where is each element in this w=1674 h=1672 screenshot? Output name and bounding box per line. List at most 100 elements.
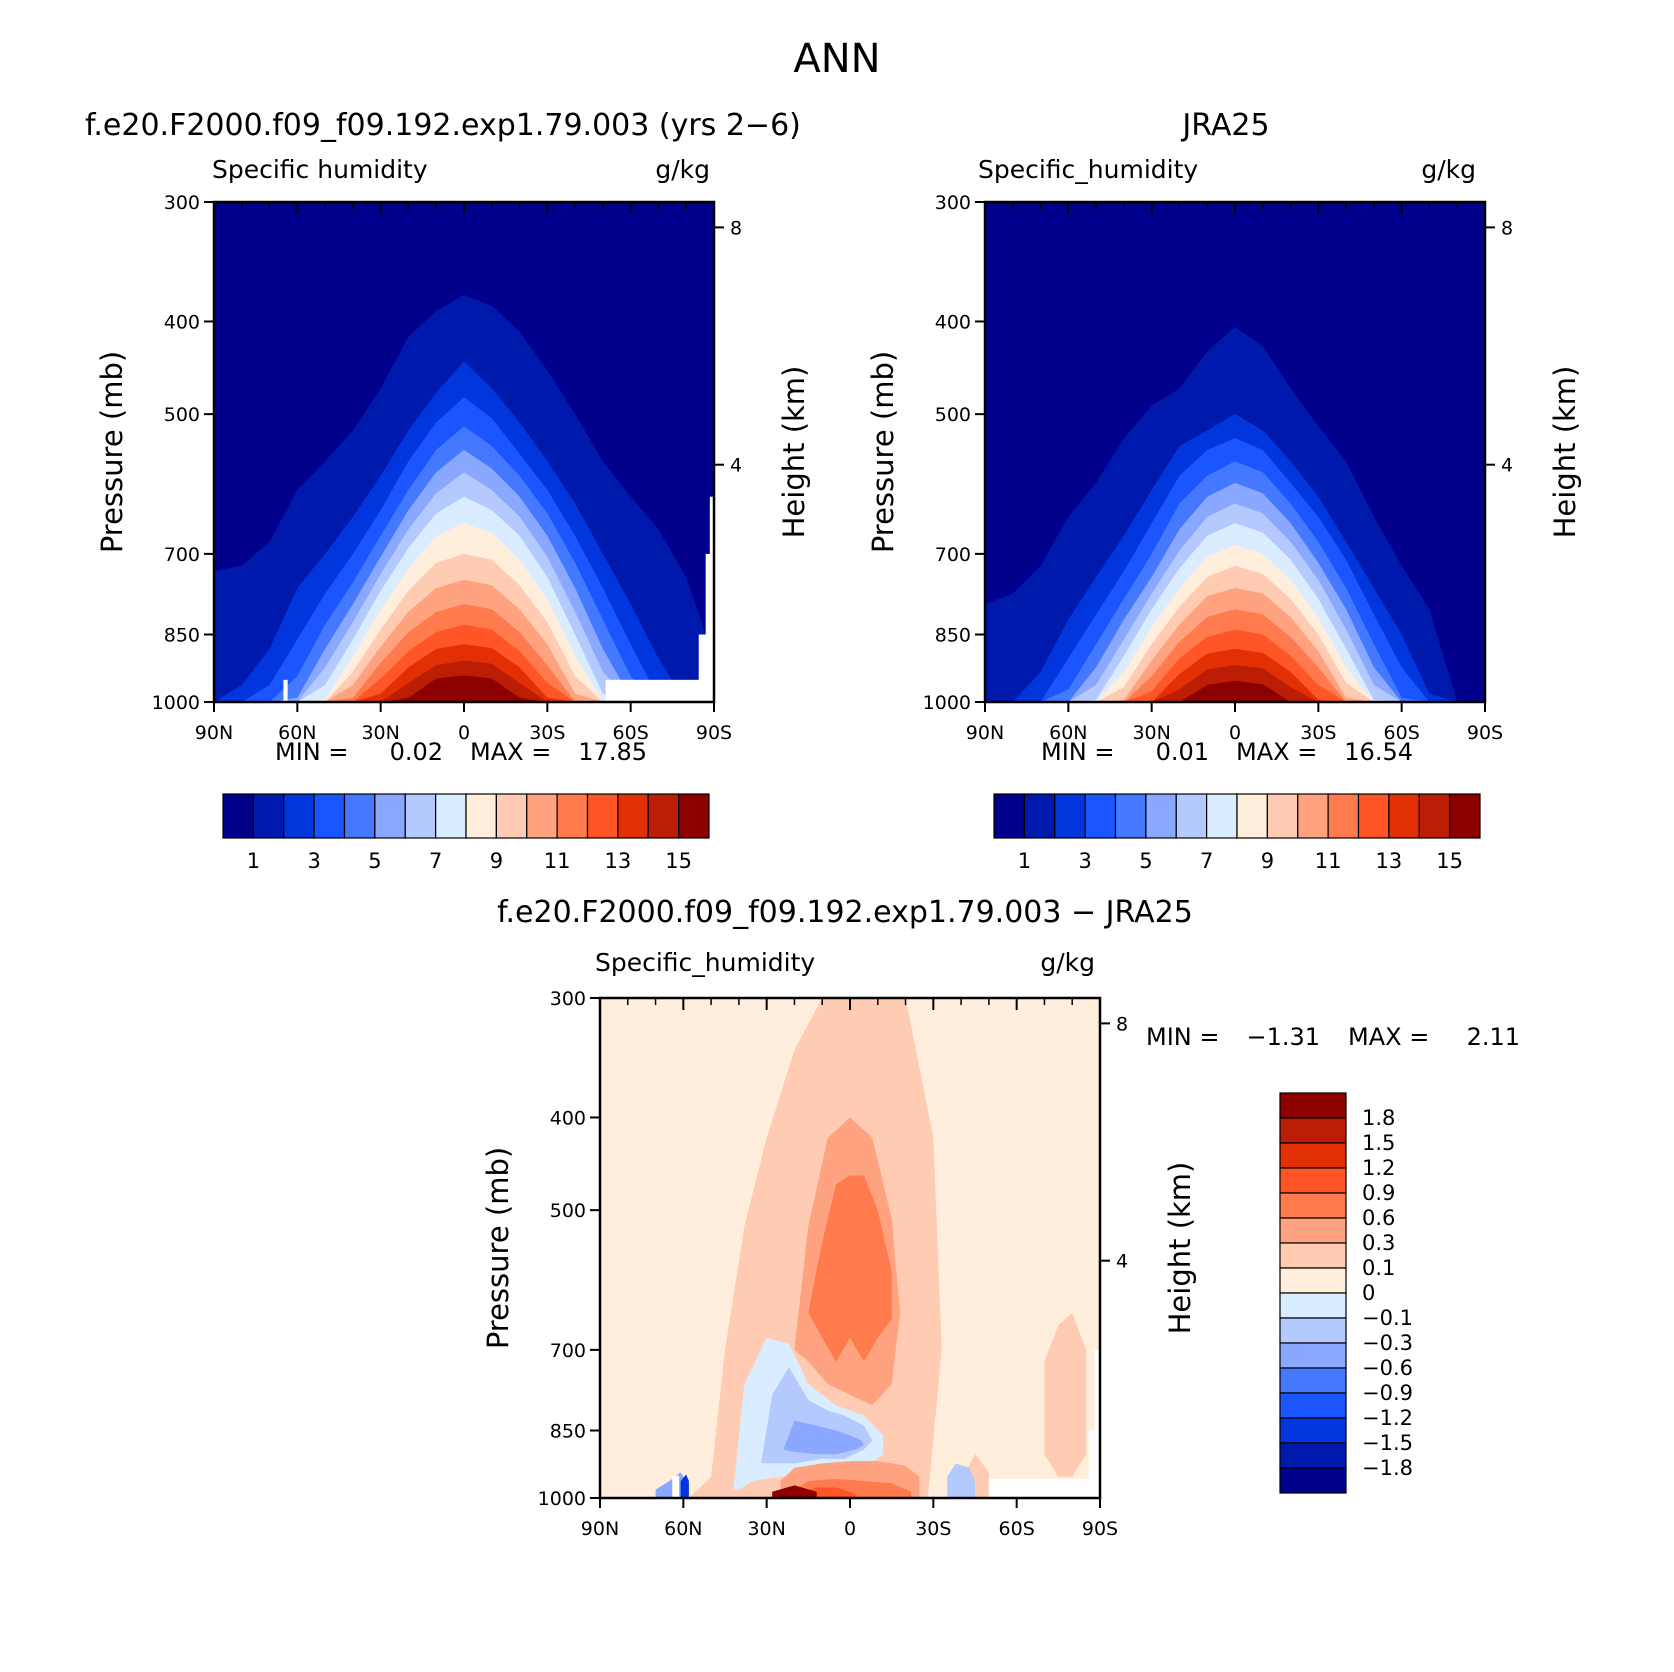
- colorbar-label: 1.8: [1362, 1106, 1395, 1130]
- colorbar-label: 9: [490, 849, 503, 873]
- colorbar-box: [1279, 1392, 1347, 1419]
- colorbar-label: 15: [1436, 849, 1463, 873]
- colorbar-box: [343, 793, 376, 839]
- panel-obs: JRA25 Specific_humidity g/kg 30040050070…: [866, 108, 1582, 873]
- colorbar-label: 15: [665, 849, 692, 873]
- pressure-tick-label: 400: [164, 311, 200, 333]
- colorbar-label: 0.9: [1362, 1181, 1395, 1205]
- colorbar-label: 1: [1018, 849, 1031, 873]
- diff-max-value: 2.11: [1467, 1023, 1520, 1051]
- colorbar-label: −0.3: [1362, 1331, 1413, 1355]
- missing-data-mask: [605, 679, 701, 702]
- colorbar-box: [1279, 1267, 1347, 1294]
- obs-variable-label: Specific_humidity: [978, 155, 1198, 184]
- model-variable-label: Specific humidity: [212, 155, 428, 184]
- pressure-tick-label: 400: [550, 1107, 586, 1129]
- diff-units-label: g/kg: [1040, 948, 1095, 977]
- colorbar-box: [404, 793, 437, 839]
- latitude-tick-label: 0: [458, 722, 470, 744]
- pressure-tick-label: 300: [935, 192, 971, 214]
- colorbar-label: 7: [429, 849, 442, 873]
- colorbar-label: 1.2: [1362, 1156, 1395, 1180]
- latitude-tick-label: 30N: [361, 722, 399, 744]
- panel-model: f.e20.F2000.f09_f09.192.exp1.79.003 (yrs…: [85, 108, 811, 873]
- colorbar-box: [586, 793, 619, 839]
- height-tick-label: 8: [730, 217, 742, 239]
- model-max-value: 17.85: [578, 738, 647, 766]
- colorbar-label: 0: [1362, 1281, 1375, 1305]
- missing-data-mask: [1088, 1430, 1100, 1479]
- colorbar-label: −0.9: [1362, 1381, 1413, 1405]
- colorbar-box: [222, 793, 254, 839]
- diff-region-11: [772, 1485, 817, 1498]
- colorbar-box: [556, 793, 589, 839]
- diff-region-13: [680, 1474, 689, 1498]
- height-axis-title: Height (km): [1163, 1162, 1197, 1335]
- obs-title: JRA25: [1180, 108, 1269, 143]
- page-title: ANN: [793, 36, 880, 82]
- colorbar-box: [526, 793, 558, 839]
- latitude-tick-label: 90N: [195, 722, 233, 744]
- colorbar-box: [1279, 1167, 1347, 1194]
- obs-colorbar: 1 3 5 7 9 11 13 15: [993, 793, 1481, 873]
- diff-contour-plot: 300 400 500 700 850 1000 90N 60N 30N 0 30S 60S 90S 8 4…: [481, 988, 1197, 1540]
- diff-max-label: MAX =: [1348, 1023, 1429, 1051]
- pressure-tick-label: 700: [550, 1340, 586, 1362]
- colorbar-box: [1279, 1442, 1347, 1469]
- colorbar-label: −1.2: [1362, 1406, 1413, 1430]
- colorbar-box: [1279, 1367, 1347, 1394]
- colorbar-box: [252, 793, 285, 839]
- pressure-tick-label: 850: [550, 1421, 586, 1443]
- diff-title: f.e20.F2000.f09_f09.192.exp1.79.003 − JR…: [497, 895, 1193, 930]
- latitude-tick-label: 30N: [1132, 722, 1170, 744]
- height-axis-title: Height (km): [777, 366, 811, 539]
- colorbar-box: [993, 793, 1025, 839]
- model-colorbar: 1 3 5 7 9 11 13 15: [222, 793, 710, 873]
- pressure-tick-label: 500: [550, 1200, 586, 1222]
- colorbar-box: [1266, 793, 1299, 839]
- colorbar-box: [1054, 793, 1086, 839]
- colorbar-box: [678, 793, 710, 839]
- colorbar-label: 1: [247, 849, 260, 873]
- diff-region-7: [1044, 1312, 1087, 1477]
- colorbar-label: 0.6: [1362, 1206, 1395, 1230]
- colorbar-box: [1145, 793, 1177, 839]
- colorbar-label: 0.1: [1362, 1256, 1395, 1280]
- colorbar-label: 11: [1315, 849, 1342, 873]
- colorbar-label: 9: [1261, 849, 1274, 873]
- pressure-tick-label: 500: [164, 404, 200, 426]
- latitude-tick-label: 0: [1229, 722, 1241, 744]
- missing-data-mask: [283, 679, 288, 702]
- pressure-tick-label: 1000: [923, 692, 971, 714]
- latitude-tick-label: 60S: [613, 722, 649, 744]
- diff-region-14: [947, 1463, 975, 1498]
- pressure-axis-title: Pressure (mb): [481, 1147, 515, 1349]
- colorbar-box: [1279, 1217, 1347, 1244]
- colorbar-label: 3: [307, 849, 320, 873]
- pressure-tick-label: 850: [164, 625, 200, 647]
- pressure-tick-label: 1000: [152, 692, 200, 714]
- colorbar-label: −0.1: [1362, 1306, 1413, 1330]
- obs-max-label: MAX =: [1236, 738, 1317, 766]
- missing-data-mask: [672, 1475, 680, 1498]
- contour-band-15: [214, 675, 714, 702]
- latitude-tick-label: 90S: [696, 722, 732, 744]
- colorbar-label: −1.8: [1362, 1456, 1413, 1480]
- colorbar-box: [1279, 1117, 1347, 1144]
- colorbar-label: 5: [1139, 849, 1152, 873]
- colorbar-box: [1279, 1142, 1347, 1169]
- pressure-tick-label: 300: [164, 192, 200, 214]
- colorbar-box: [283, 793, 315, 839]
- model-title: f.e20.F2000.f09_f09.192.exp1.79.003 (yrs…: [85, 108, 801, 143]
- colorbar-label: 5: [368, 849, 381, 873]
- obs-contour-plot: 300 400 500 700 850 1000 90N 60N 30N 0 30S 60S 90S 8 4…: [866, 192, 1582, 744]
- colorbar-box: [374, 793, 406, 839]
- colorbar-box: [617, 793, 649, 839]
- latitude-tick-label: 0: [844, 1518, 856, 1540]
- colorbar-box: [1327, 793, 1360, 839]
- colorbar-label: 3: [1078, 849, 1091, 873]
- latitude-tick-label: 30S: [529, 722, 565, 744]
- colorbar-box: [1206, 793, 1238, 839]
- colorbar-box: [1279, 1317, 1347, 1344]
